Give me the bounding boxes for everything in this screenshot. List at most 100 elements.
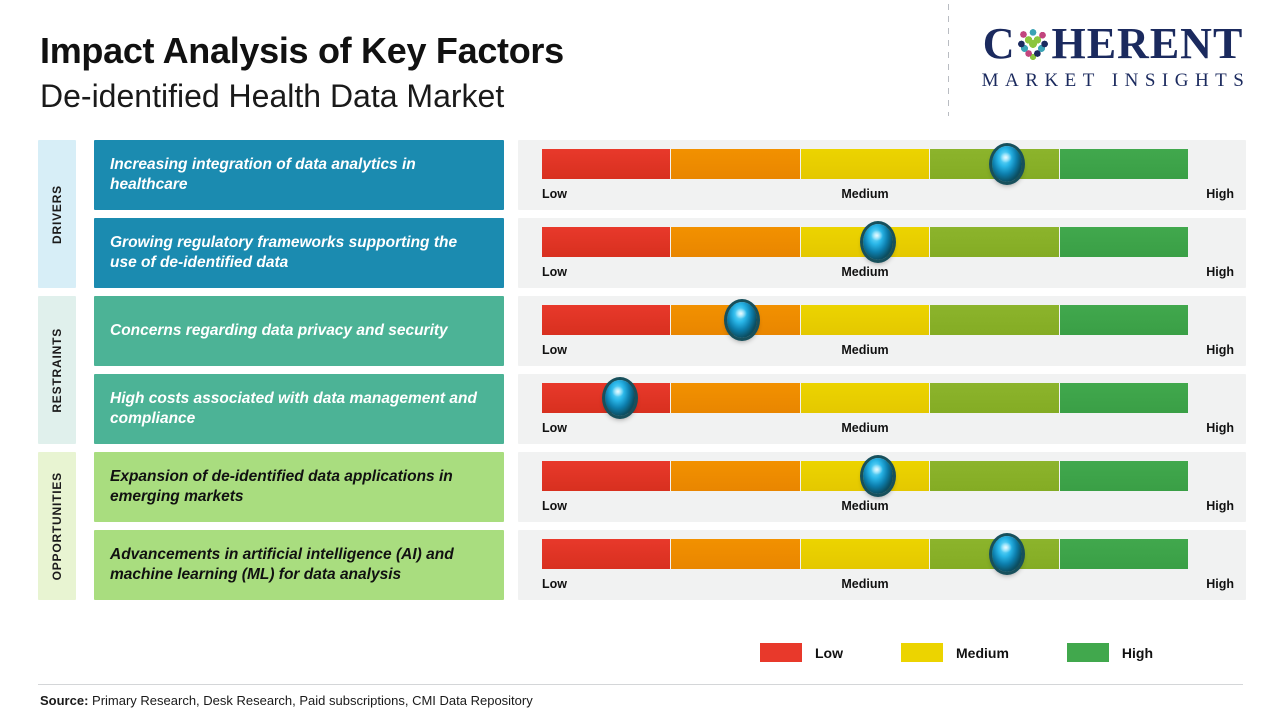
- scale-tick-labels: Low Medium High: [542, 495, 1234, 521]
- category-group: OPPORTUNITIES Expansion of de-identified …: [38, 452, 1246, 600]
- scale-segment-5: [1059, 305, 1189, 335]
- legend-item: Medium: [901, 643, 1009, 662]
- impact-scale-bar: [542, 458, 1189, 494]
- company-logo: C HERENT MARKET INSIGHTS: [963, 22, 1263, 92]
- impact-marker[interactable]: [862, 458, 893, 494]
- scale-segment-3: [800, 305, 930, 335]
- impact-marker[interactable]: [992, 146, 1023, 182]
- source-text: Primary Research, Desk Research, Paid su…: [88, 693, 533, 708]
- factor-text-box: Expansion of de-identified data applicat…: [94, 452, 504, 522]
- source-label: Source:: [40, 693, 89, 708]
- footer-divider: [38, 684, 1243, 685]
- scale-tick-medium: Medium: [841, 577, 889, 591]
- factor-text-box: Increasing integration of data analytics…: [94, 140, 504, 210]
- scale-tick-medium: Medium: [841, 265, 889, 279]
- scale-tick-medium: Medium: [841, 499, 889, 513]
- scale-tick-low: Low: [542, 265, 567, 279]
- impact-scale-bar: [542, 146, 1189, 182]
- category-group: RESTRAINTS Concerns regarding data privac…: [38, 296, 1246, 444]
- scale-tick-labels: Low Medium High: [542, 183, 1234, 209]
- scale-tick-low: Low: [542, 499, 567, 513]
- scale-segment-1: [542, 461, 671, 491]
- legend-item: High: [1066, 643, 1153, 662]
- scale-tick-high: High: [1206, 421, 1234, 435]
- impact-scale-panel: Low Medium High: [518, 140, 1246, 210]
- scale-segment-3: [800, 149, 930, 179]
- scale-segment-5: [1059, 383, 1189, 413]
- factor-text-box: High costs associated with data manageme…: [94, 374, 504, 444]
- scale-tick-labels: Low Medium High: [542, 339, 1234, 365]
- scale-tick-medium: Medium: [841, 187, 889, 201]
- scale-tick-low: Low: [542, 421, 567, 435]
- impact-scale-panel: Low Medium High: [518, 452, 1246, 522]
- scale-segment-3: [800, 539, 930, 569]
- logo-tagline: MARKET INSIGHTS: [981, 70, 1251, 91]
- scale-segment-1: [542, 305, 671, 335]
- scale-segment-2: [671, 461, 800, 491]
- impact-marker[interactable]: [862, 224, 893, 260]
- scale-tick-labels: Low Medium High: [542, 573, 1234, 599]
- factor-text-box: Growing regulatory frameworks supporting…: [94, 218, 504, 288]
- impact-marker[interactable]: [604, 380, 635, 416]
- scale-tick-high: High: [1206, 499, 1234, 513]
- factor-row: Increasing integration of data analytics…: [94, 140, 1246, 210]
- impact-scale-panel: Low Medium High: [518, 218, 1246, 288]
- category-label-text: DRIVERS: [50, 184, 64, 244]
- category-label-text: RESTRAINTS: [50, 327, 64, 413]
- scale-segment-5: [1059, 149, 1189, 179]
- scale-tick-medium: Medium: [841, 421, 889, 435]
- scale-tick-low: Low: [542, 187, 567, 201]
- logo-divider: [948, 4, 949, 116]
- factor-row: High costs associated with data manageme…: [94, 374, 1246, 444]
- scale-segment-4: [930, 383, 1059, 413]
- impact-legend: Low Medium High: [760, 643, 1153, 662]
- scale-segment-4: [930, 227, 1059, 257]
- category-rows: Increasing integration of data analytics…: [94, 140, 1246, 288]
- category-label-text: OPPORTUNITIES: [50, 471, 64, 581]
- category-label-opportunities: OPPORTUNITIES: [38, 452, 76, 600]
- scale-segment-2: [671, 539, 800, 569]
- impact-scale-panel: Low Medium High: [518, 530, 1246, 600]
- impact-scale-bar: [542, 302, 1189, 338]
- scale-tick-high: High: [1206, 187, 1234, 201]
- title-block: Impact Analysis of Key Factors De-identi…: [40, 30, 564, 116]
- impact-marker[interactable]: [727, 302, 758, 338]
- dotted-globe-icon: [1016, 27, 1051, 61]
- category-group: DRIVERS Increasing integration of data an…: [38, 140, 1246, 288]
- scale-tick-labels: Low Medium High: [542, 417, 1234, 443]
- factor-row: Concerns regarding data privacy and secu…: [94, 296, 1246, 366]
- scale-tick-medium: Medium: [841, 343, 889, 357]
- impact-marker[interactable]: [992, 536, 1023, 572]
- factor-text-box: Concerns regarding data privacy and secu…: [94, 296, 504, 366]
- impact-matrix: DRIVERS Increasing integration of data an…: [38, 140, 1246, 608]
- scale-tick-low: Low: [542, 577, 567, 591]
- scale-segment-2: [671, 227, 800, 257]
- legend-label: High: [1121, 644, 1153, 661]
- scale-tick-high: High: [1206, 577, 1234, 591]
- factor-row: Growing regulatory frameworks supporting…: [94, 218, 1246, 288]
- impact-scale-bar: [542, 380, 1189, 416]
- scale-segment-1: [542, 149, 671, 179]
- logo-name-part1: C: [982, 19, 1016, 68]
- legend-swatch-high: [1066, 643, 1109, 662]
- legend-label: Low: [815, 644, 843, 661]
- factor-text-box: Advancements in artificial intelligence …: [94, 530, 504, 600]
- category-label-drivers: DRIVERS: [38, 140, 76, 288]
- page-title: Impact Analysis of Key Factors: [40, 30, 564, 71]
- scale-tick-high: High: [1206, 265, 1234, 279]
- scale-segment-5: [1059, 539, 1189, 569]
- scale-segment-1: [542, 227, 671, 257]
- legend-item: Low: [760, 643, 843, 662]
- impact-scale-bar: [542, 536, 1189, 572]
- scale-segment-2: [671, 149, 800, 179]
- impact-scale-bar: [542, 224, 1189, 260]
- scale-segment-1: [542, 539, 671, 569]
- logo-name-part2: HERENT: [1051, 19, 1244, 68]
- legend-label: Medium: [956, 644, 1009, 661]
- scale-tick-labels: Low Medium High: [542, 261, 1234, 287]
- category-rows: Expansion of de-identified data applicat…: [94, 452, 1246, 600]
- scale-segment-5: [1059, 227, 1189, 257]
- scale-segment-3: [800, 383, 930, 413]
- legend-swatch-low: [760, 643, 802, 662]
